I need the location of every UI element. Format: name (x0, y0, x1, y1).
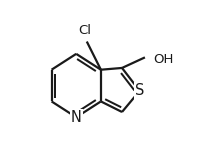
Text: OH: OH (154, 53, 174, 66)
Text: S: S (135, 83, 144, 98)
Text: Cl: Cl (79, 24, 92, 38)
Text: N: N (71, 110, 82, 125)
